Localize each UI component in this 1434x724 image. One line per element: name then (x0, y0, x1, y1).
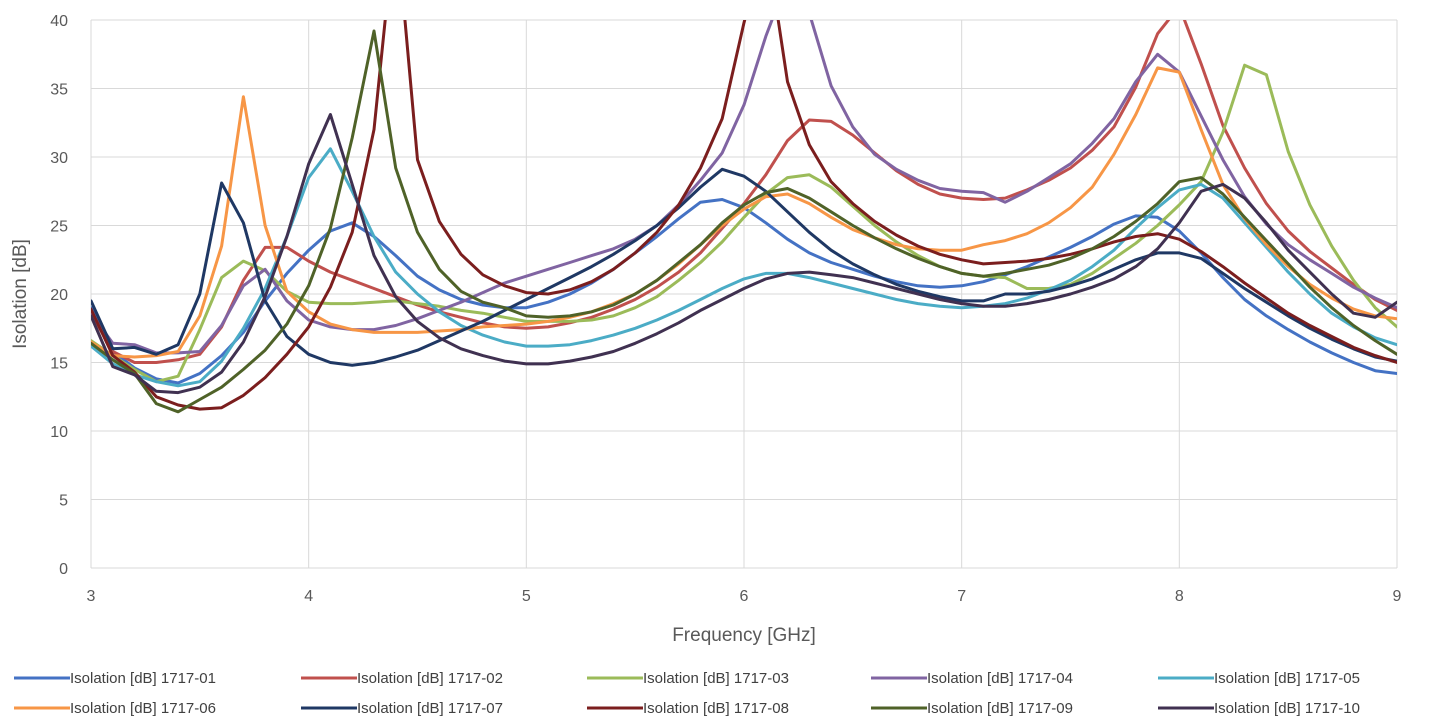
legend-item: Isolation [dB] 1717-10 (1158, 700, 1360, 717)
legend-label: Isolation [dB] 1717-06 (70, 700, 216, 717)
x-tick-label: 6 (740, 588, 749, 605)
legend-label: Isolation [dB] 1717-07 (357, 700, 503, 717)
y-tick-label: 20 (50, 287, 68, 304)
legend-label: Isolation [dB] 1717-01 (70, 670, 216, 687)
y-axis-title: Isolation [dB] (10, 239, 31, 349)
legend-label: Isolation [dB] 1717-10 (1214, 700, 1360, 717)
y-tick-label: 25 (50, 219, 68, 236)
series-line-5 (91, 147, 1397, 388)
y-tick-label: 0 (59, 561, 68, 578)
legend: Isolation [dB] 1717-01 Isolation [dB] 171… (14, 670, 1360, 717)
series-line-10 (91, 113, 1397, 395)
legend-item: Isolation [dB] 1717-08 (587, 700, 789, 717)
x-tick-label: 9 (1393, 588, 1402, 605)
y-tick-label: 30 (50, 150, 68, 167)
legend-item: Isolation [dB] 1717-09 (871, 700, 1073, 717)
grid-lines (90, 19, 1398, 569)
legend-item: Isolation [dB] 1717-02 (301, 670, 503, 687)
x-tick-label: 3 (87, 588, 96, 605)
series-lines (91, 20, 1397, 414)
y-tick-label: 5 (59, 493, 68, 510)
series-line-6 (91, 66, 1397, 359)
legend-label: Isolation [dB] 1717-04 (927, 670, 1073, 687)
x-tick-label: 8 (1175, 588, 1184, 605)
series-line-3 (91, 63, 1397, 384)
legend-item: Isolation [dB] 1717-01 (14, 670, 216, 687)
legend-label: Isolation [dB] 1717-03 (643, 670, 789, 687)
legend-label: Isolation [dB] 1717-09 (927, 700, 1073, 717)
legend-item: Isolation [dB] 1717-03 (587, 670, 789, 687)
legend-label: Isolation [dB] 1717-05 (1214, 670, 1360, 687)
series-line-9 (91, 29, 1397, 414)
legend-label: Isolation [dB] 1717-02 (357, 670, 503, 687)
legend-item: Isolation [dB] 1717-05 (1158, 670, 1360, 687)
x-axis-ticks: 3 4 5 6 7 8 9 (87, 588, 1402, 605)
y-tick-label: 10 (50, 424, 68, 441)
x-tick-label: 4 (304, 588, 313, 605)
y-tick-label: 15 (50, 356, 68, 373)
y-tick-label: 35 (50, 82, 68, 99)
legend-item: Isolation [dB] 1717-07 (301, 700, 503, 717)
x-tick-label: 7 (957, 588, 966, 605)
legend-item: Isolation [dB] 1717-04 (871, 670, 1073, 687)
legend-label: Isolation [dB] 1717-08 (643, 700, 789, 717)
legend-item: Isolation [dB] 1717-06 (14, 700, 216, 717)
x-tick-label: 5 (522, 588, 531, 605)
x-axis-title: Frequency [GHz] (672, 625, 816, 646)
y-axis-ticks: 0 5 10 15 20 25 30 35 40 (50, 13, 68, 578)
series-line-8 (91, 20, 1397, 411)
y-tick-label: 40 (50, 13, 68, 30)
series-line-7 (91, 167, 1397, 367)
